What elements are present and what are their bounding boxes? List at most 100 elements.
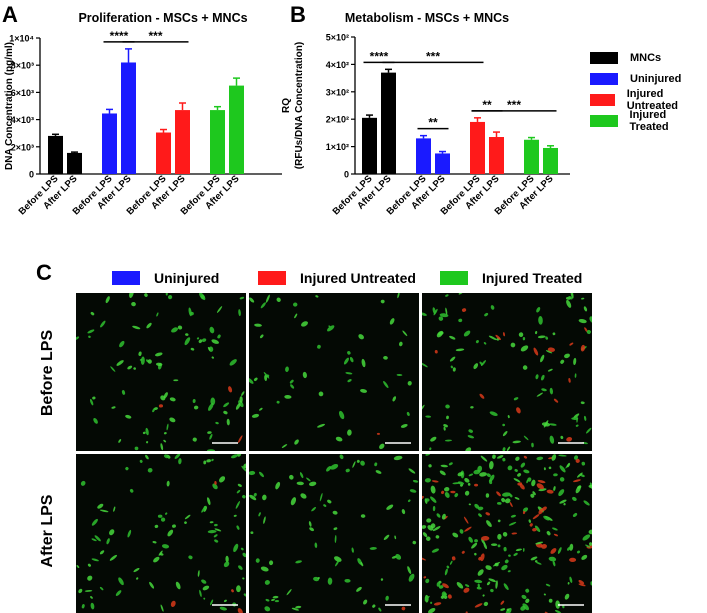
y-tick-label: 6×10³ bbox=[11, 88, 34, 98]
cell bbox=[547, 347, 555, 352]
cell bbox=[394, 535, 397, 540]
cell bbox=[465, 584, 470, 588]
cell bbox=[443, 424, 448, 428]
cell bbox=[343, 357, 349, 365]
cell bbox=[497, 533, 502, 540]
cell bbox=[276, 297, 281, 302]
cell bbox=[76, 336, 80, 340]
micrograph-cells bbox=[422, 454, 592, 613]
legend-swatch bbox=[440, 271, 468, 285]
cell bbox=[510, 342, 516, 348]
cell bbox=[408, 468, 416, 474]
cell bbox=[291, 607, 300, 611]
cell bbox=[265, 598, 270, 602]
cell bbox=[158, 550, 163, 556]
cell bbox=[457, 472, 464, 477]
cell bbox=[441, 513, 446, 520]
cell bbox=[529, 523, 533, 527]
cell bbox=[583, 306, 588, 312]
cell bbox=[523, 469, 530, 474]
cell bbox=[281, 444, 288, 448]
bar bbox=[416, 138, 431, 174]
cell bbox=[208, 403, 214, 411]
cell bbox=[317, 423, 326, 428]
cell bbox=[548, 556, 557, 562]
cell bbox=[87, 575, 93, 581]
cell bbox=[240, 547, 244, 551]
cell bbox=[299, 472, 304, 479]
cell bbox=[483, 342, 487, 345]
cell bbox=[520, 605, 526, 611]
cell bbox=[489, 461, 494, 470]
cell bbox=[452, 367, 456, 372]
cell bbox=[177, 325, 183, 330]
cell bbox=[76, 565, 80, 569]
cell bbox=[105, 296, 110, 304]
cell bbox=[470, 406, 474, 409]
cell bbox=[560, 435, 564, 440]
cell bbox=[142, 431, 146, 435]
cell bbox=[523, 455, 528, 459]
cell bbox=[203, 597, 206, 600]
cell bbox=[118, 439, 122, 443]
cell bbox=[549, 423, 557, 426]
cell bbox=[333, 527, 338, 531]
cell bbox=[250, 531, 254, 535]
cell bbox=[572, 512, 578, 517]
cell bbox=[480, 360, 487, 367]
cell bbox=[569, 557, 577, 562]
cell bbox=[166, 480, 170, 487]
cell bbox=[496, 455, 504, 459]
cell bbox=[520, 462, 526, 468]
cell bbox=[286, 589, 292, 596]
cell bbox=[190, 347, 195, 351]
cell bbox=[236, 489, 241, 494]
bar bbox=[175, 110, 190, 174]
micrograph-injured-untreated-after-lps bbox=[249, 454, 419, 613]
cell bbox=[268, 560, 274, 566]
cell bbox=[383, 534, 390, 541]
micrograph-injured-treated-after-lps bbox=[422, 454, 592, 613]
cell bbox=[118, 577, 124, 586]
bar bbox=[156, 132, 171, 174]
cell bbox=[534, 331, 538, 335]
cell bbox=[173, 379, 179, 382]
cell bbox=[159, 553, 164, 556]
cell bbox=[125, 414, 132, 419]
cell bbox=[559, 477, 565, 482]
cell bbox=[537, 479, 546, 484]
cell bbox=[201, 505, 207, 513]
cell bbox=[545, 350, 553, 354]
cell bbox=[525, 598, 530, 604]
cell bbox=[583, 500, 590, 506]
cell bbox=[412, 540, 417, 545]
cell bbox=[295, 560, 302, 564]
cell bbox=[534, 525, 541, 533]
cell bbox=[226, 418, 230, 426]
cell bbox=[317, 577, 320, 580]
cell bbox=[196, 337, 200, 340]
cell bbox=[422, 532, 428, 538]
cell bbox=[428, 607, 436, 613]
cell bbox=[422, 557, 427, 561]
cell bbox=[383, 355, 388, 360]
cell bbox=[356, 586, 362, 592]
cell bbox=[407, 380, 412, 386]
cell bbox=[401, 606, 406, 611]
cell bbox=[449, 560, 453, 565]
cell bbox=[192, 398, 196, 404]
cell bbox=[501, 564, 508, 571]
cell bbox=[243, 593, 246, 597]
cell bbox=[214, 523, 218, 527]
cell bbox=[452, 532, 459, 538]
cell bbox=[424, 498, 430, 502]
cell bbox=[430, 601, 433, 604]
y-axis-label: RQ bbox=[281, 98, 292, 113]
legend-swatch bbox=[590, 115, 618, 127]
cell bbox=[488, 578, 497, 583]
cell bbox=[407, 566, 412, 575]
cell bbox=[217, 334, 221, 339]
cell bbox=[555, 600, 561, 609]
cell bbox=[474, 539, 478, 543]
cell bbox=[468, 503, 472, 506]
